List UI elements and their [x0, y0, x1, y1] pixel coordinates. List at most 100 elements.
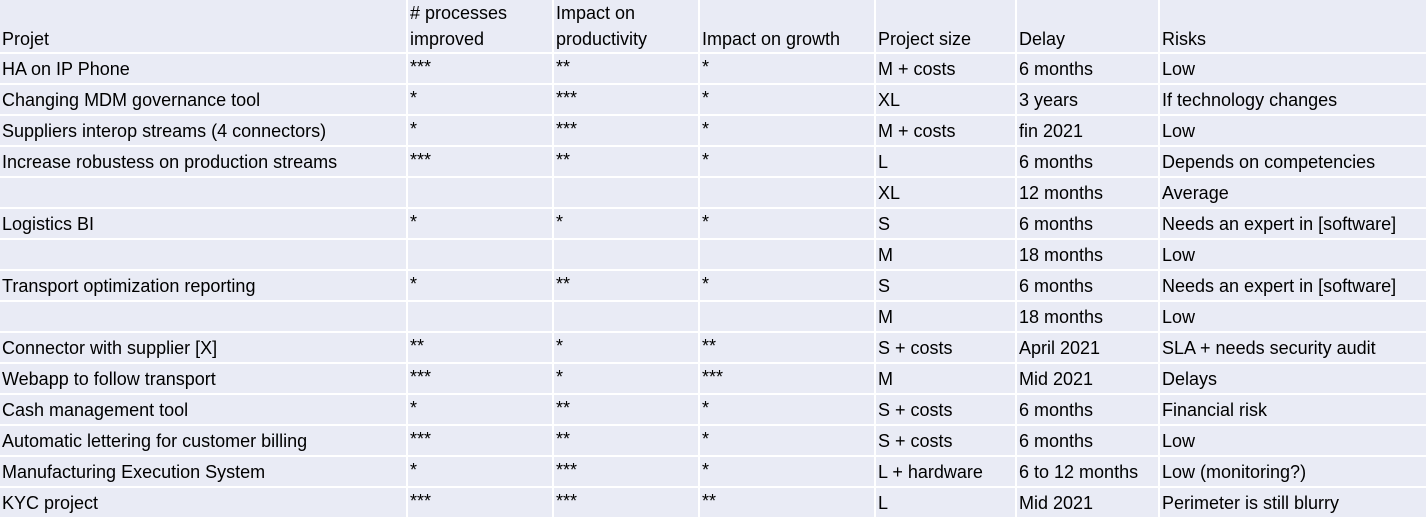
project-size-cell: S [876, 271, 1015, 300]
delay-cell: April 2021 [1017, 333, 1158, 362]
project-size-cell: L + hardware [876, 457, 1015, 486]
growth-impact-cell: * [700, 116, 874, 145]
project-cell: KYC project [0, 488, 406, 517]
table-row: Suppliers interop streams (4 connectors)… [0, 116, 1426, 145]
risks-cell: Low [1160, 54, 1426, 83]
growth-impact-cell: * [700, 85, 874, 114]
processes-improved-cell: *** [408, 54, 552, 83]
processes-improved-cell: * [408, 457, 552, 486]
growth-impact-cell: * [700, 395, 874, 424]
productivity-impact-cell: *** [554, 116, 698, 145]
delay-cell: 18 months [1017, 302, 1158, 331]
growth-impact-cell: *** [700, 364, 874, 393]
processes-improved-cell: *** [408, 147, 552, 176]
growth-impact-cell: ** [700, 333, 874, 362]
processes-improved-cell: * [408, 209, 552, 238]
growth-impact-cell: * [700, 147, 874, 176]
table-row: Logistics BI * * * S 6 months Needs an expert … [0, 209, 1426, 238]
project-size-cell: XL [876, 85, 1015, 114]
project-size-cell: L [876, 147, 1015, 176]
productivity-impact-cell: ** [554, 271, 698, 300]
header-processes-improved: # processes improved [408, 0, 552, 52]
table-row: Webapp to follow transport *** * *** M Mid 20… [0, 364, 1426, 393]
table-row: Changing MDM governance tool * *** * XL 3 yea… [0, 85, 1426, 114]
growth-impact-cell: * [700, 209, 874, 238]
risks-cell: Low [1160, 302, 1426, 331]
table-row: Connector with supplier [X] ** * ** S + cost… [0, 333, 1426, 362]
table-row: Increase robustess on production streams… [0, 147, 1426, 176]
delay-cell: 6 months [1017, 209, 1158, 238]
delay-cell: Mid 2021 [1017, 364, 1158, 393]
table-row: Cash management tool * ** * S + costs 6 month… [0, 395, 1426, 424]
project-size-cell: S + costs [876, 395, 1015, 424]
project-cell [0, 178, 406, 207]
processes-improved-cell: * [408, 395, 552, 424]
growth-impact-cell [700, 178, 874, 207]
processes-improved-cell [408, 302, 552, 331]
project-size-cell: M [876, 240, 1015, 269]
productivity-impact-cell: *** [554, 457, 698, 486]
table-header: Projet # processes improved Impact on pr… [0, 0, 1426, 52]
delay-cell: fin 2021 [1017, 116, 1158, 145]
project-cell: Logistics BI [0, 209, 406, 238]
processes-improved-cell: *** [408, 364, 552, 393]
header-impact-productivity: Impact on productivity [554, 0, 698, 52]
productivity-impact-cell: * [554, 333, 698, 362]
risks-cell: Needs an expert in [software] [1160, 209, 1426, 238]
project-size-cell: M + costs [876, 116, 1015, 145]
risks-cell: Needs an expert in [software] [1160, 271, 1426, 300]
delay-cell: 6 months [1017, 147, 1158, 176]
processes-improved-cell: * [408, 271, 552, 300]
risks-cell: Low [1160, 240, 1426, 269]
project-size-cell: M [876, 364, 1015, 393]
table-row: Automatic lettering for customer billing… [0, 426, 1426, 455]
header-project-size: Project size [876, 0, 1015, 52]
processes-improved-cell: *** [408, 426, 552, 455]
project-cell: Automatic lettering for customer billing [0, 426, 406, 455]
header-risks: Risks [1160, 0, 1426, 52]
risks-cell: Perimeter is still blurry [1160, 488, 1426, 517]
productivity-impact-cell: * [554, 364, 698, 393]
project-size-cell: S + costs [876, 426, 1015, 455]
project-cell [0, 240, 406, 269]
processes-improved-cell [408, 178, 552, 207]
table-row: M 18 months Low [0, 302, 1426, 331]
delay-cell: 6 months [1017, 426, 1158, 455]
delay-cell: 18 months [1017, 240, 1158, 269]
processes-improved-cell [408, 240, 552, 269]
table-row: Manufacturing Execution System * *** * L + h… [0, 457, 1426, 486]
project-size-cell: S [876, 209, 1015, 238]
table-row: M 18 months Low [0, 240, 1426, 269]
risks-cell: Low (monitoring?) [1160, 457, 1426, 486]
growth-impact-cell: * [700, 426, 874, 455]
processes-improved-cell: * [408, 85, 552, 114]
project-cell: Webapp to follow transport [0, 364, 406, 393]
growth-impact-cell [700, 240, 874, 269]
project-cell: Suppliers interop streams (4 connectors) [0, 116, 406, 145]
project-cell: Connector with supplier [X] [0, 333, 406, 362]
productivity-impact-cell [554, 240, 698, 269]
project-cell: Transport optimization reporting [0, 271, 406, 300]
risks-cell: Low [1160, 116, 1426, 145]
delay-cell: 3 years [1017, 85, 1158, 114]
header-project: Projet [0, 0, 406, 52]
processes-improved-cell: *** [408, 488, 552, 517]
growth-impact-cell: * [700, 54, 874, 83]
table-row: KYC project *** *** ** L Mid 2021 Perimeter is… [0, 488, 1426, 517]
productivity-impact-cell [554, 178, 698, 207]
productivity-impact-cell: * [554, 209, 698, 238]
delay-cell: Mid 2021 [1017, 488, 1158, 517]
project-cell [0, 302, 406, 331]
processes-improved-cell: * [408, 116, 552, 145]
growth-impact-cell: * [700, 271, 874, 300]
delay-cell: 6 to 12 months [1017, 457, 1158, 486]
productivity-impact-cell: ** [554, 426, 698, 455]
processes-improved-cell: ** [408, 333, 552, 362]
project-size-cell: M + costs [876, 54, 1015, 83]
productivity-impact-cell: *** [554, 85, 698, 114]
growth-impact-cell [700, 302, 874, 331]
productivity-impact-cell: ** [554, 395, 698, 424]
risks-cell: If technology changes [1160, 85, 1426, 114]
project-size-cell: S + costs [876, 333, 1015, 362]
